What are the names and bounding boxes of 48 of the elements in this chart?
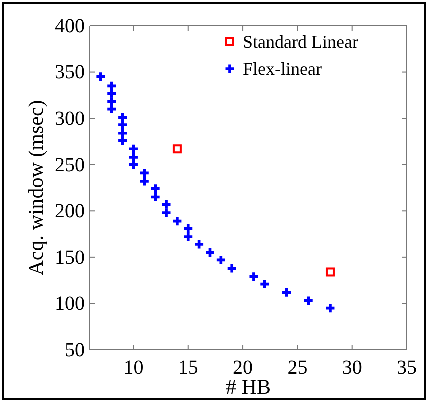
point	[96, 72, 106, 82]
point	[151, 184, 160, 194]
point	[118, 120, 128, 130]
y-axis-title: Acq. window (msec)	[24, 100, 48, 276]
y-tick-label: 350	[55, 62, 85, 84]
x-tick-label: 15	[178, 357, 198, 379]
point	[140, 168, 149, 178]
point	[206, 248, 214, 258]
point	[129, 153, 138, 162]
y-tick-label: 150	[55, 246, 85, 269]
point	[326, 268, 335, 277]
y-tick-label: 400	[55, 15, 85, 38]
y-tick-label: 100	[55, 293, 85, 316]
point	[162, 200, 171, 209]
point	[304, 296, 313, 306]
point	[326, 304, 335, 313]
y-tick-label: 200	[55, 200, 85, 223]
point	[173, 217, 182, 226]
x-tick-label: 25	[288, 357, 308, 379]
point	[260, 280, 270, 289]
point	[140, 177, 149, 186]
point	[151, 193, 160, 202]
x-tick-label: 30	[342, 357, 362, 379]
point	[118, 136, 128, 146]
point	[250, 272, 258, 282]
legend-label: Standard Linear	[243, 32, 358, 52]
point	[118, 129, 128, 138]
point	[108, 82, 116, 90]
point	[184, 232, 193, 242]
point	[195, 240, 204, 249]
x-tick-label: 35	[397, 357, 417, 379]
point	[129, 144, 138, 154]
point	[108, 89, 116, 98]
x-tick-label: 10	[124, 357, 144, 379]
y-tick-label: 50	[65, 339, 85, 362]
point	[118, 113, 128, 122]
y-tick-label: 300	[55, 108, 85, 130]
y-tick-label: 250	[55, 154, 85, 176]
point	[172, 144, 182, 154]
legend-label: Flex-linear	[243, 59, 322, 79]
point	[129, 160, 138, 170]
point	[184, 224, 193, 233]
point	[216, 256, 226, 264]
point	[282, 288, 291, 297]
point	[108, 105, 116, 114]
point	[228, 264, 236, 273]
point	[162, 208, 171, 218]
point	[108, 98, 116, 106]
